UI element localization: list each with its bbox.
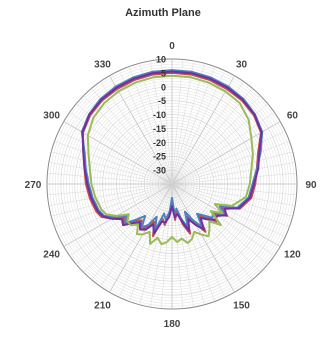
grid-spoke [171,151,293,185]
grid-spoke [171,183,194,308]
grid-spoke [58,183,173,238]
grid-spoke [171,70,226,185]
grid-spoke [171,162,296,185]
angle-label: 150 [233,300,250,311]
grid-spoke [100,183,173,287]
series-line-3 [81,70,263,235]
grid-spoke [51,183,173,217]
grid-spoke [54,183,173,227]
grid-spoke [139,63,173,185]
grid-spoke [109,183,173,293]
chart-title: Azimuth Plane [125,7,201,19]
angle-label: 240 [43,250,60,261]
grid-spoke [171,183,235,293]
angle-label: 60 [287,111,299,122]
grid-spoke [83,183,173,273]
grid-spoke [76,103,173,185]
grid-spoke [54,141,173,185]
radial-tick-label: 5 [161,68,166,78]
polar-grid [46,58,298,310]
grid-spoke [58,130,173,185]
grid-spoke [47,172,173,185]
angle-label: 30 [236,60,248,71]
angle-label: 120 [284,250,301,261]
angle-label: 210 [94,300,111,311]
grid-spoke [171,183,275,256]
axis-labels: 0 30 60 90 120 150 180 210 240 270 300 330 10 5 0 -5 -10… [25,41,317,330]
radial-tick-label: -20 [153,138,166,148]
grid-spoke [160,59,173,185]
grid-spoke [129,66,173,185]
radial-tick-label: 10 [156,55,166,65]
grid-spoke [118,70,173,185]
grid-spoke [48,183,173,206]
grid-spoke [171,66,215,185]
series-group [80,69,264,246]
grid-spoke [109,75,173,185]
grid-spoke [47,183,173,196]
grid-spoke [171,183,205,305]
series-line-2 [80,69,264,232]
radial-tick-label: -30 [153,166,166,176]
grid-spoke [171,81,244,185]
grid-spoke [91,88,173,185]
angle-label: 300 [43,111,60,122]
grid-spoke [171,95,261,185]
grid-spoke [48,162,173,185]
grid-spoke [171,183,261,273]
grid-spoke [171,183,296,206]
grid-spoke [171,183,293,217]
grid-spoke [171,183,253,280]
angle-label: 270 [25,180,42,191]
grid-spoke [171,183,286,238]
grid-spoke [171,60,194,185]
radial-tick-label: -10 [153,110,166,120]
angle-label: 0 [169,41,175,52]
grid-spoke [171,63,205,185]
grid-spoke [150,183,173,308]
grid-spoke [171,130,286,185]
grid-spoke [171,172,297,185]
grid-spoke [171,88,253,185]
grid-spoke [100,81,173,185]
grid-spoke [91,183,173,280]
grid-spoke [150,60,173,185]
grid-spoke [171,183,297,196]
grid-spoke [139,183,173,305]
angle-label: 90 [305,180,317,191]
grid-spoke [171,141,290,185]
grid-spoke [171,59,184,185]
grid-spoke [118,183,173,298]
grid-spoke [171,103,268,185]
radial-tick-label: -15 [153,124,166,134]
grid-spoke [51,151,173,185]
radial-tick-label: 0 [161,82,166,92]
angle-label: 180 [164,319,181,330]
grid-spoke [171,183,226,298]
radial-tick-label: -25 [153,152,166,162]
angle-label: 330 [94,60,111,71]
grid-spoke [171,75,235,185]
grid-spoke [171,183,215,302]
series-line-4 [86,74,254,246]
radial-tick-label: -5 [158,96,166,106]
